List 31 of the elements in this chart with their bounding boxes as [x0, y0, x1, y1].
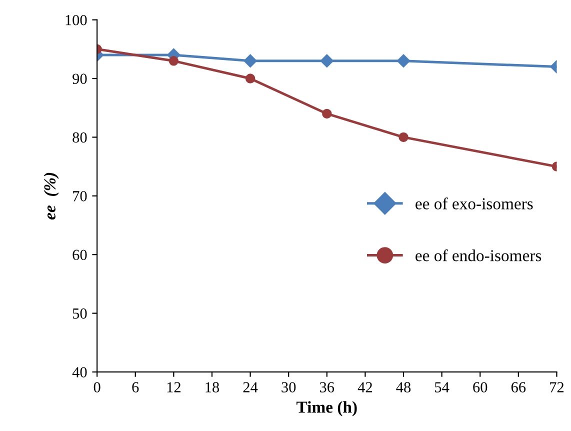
- x-tick-label: 24: [243, 382, 258, 392]
- x-tick-label: 60: [473, 382, 488, 392]
- x-tick-label: 0: [94, 382, 100, 392]
- y-tick-label: 80: [72, 132, 87, 143]
- x-tick-label: 6: [132, 382, 139, 392]
- x-tick-label: 42: [358, 382, 372, 392]
- legend-label: ee of exo-isomers: [416, 197, 533, 210]
- x-tick-label: 18: [206, 382, 220, 392]
- point: [398, 132, 408, 142]
- x-tick-label: 54: [435, 382, 450, 392]
- x-axis-title: Time (h): [296, 401, 357, 416]
- y-axis-title: ee (%): [44, 172, 59, 220]
- x-tick-label: 12: [167, 382, 180, 392]
- point: [168, 56, 179, 66]
- y-tick-label: 60: [72, 250, 87, 260]
- point: [322, 108, 332, 119]
- point: [320, 54, 334, 68]
- y-tick-label: 70: [73, 191, 87, 202]
- point: [245, 74, 256, 84]
- x-tick-label: 36: [320, 382, 334, 392]
- y-tick-label: 50: [72, 308, 87, 319]
- x-tick-label: 30: [282, 382, 296, 392]
- legend-label: ee of endo-isomers: [416, 249, 542, 262]
- y-tick-label: 40: [72, 367, 87, 378]
- x-tick-label: 72: [550, 382, 564, 392]
- x-tick-label: 48: [396, 382, 411, 392]
- x-tick-label: 66: [511, 382, 526, 392]
- point: [244, 54, 257, 68]
- y-tick-label: 100: [66, 14, 87, 26]
- y-tick-label: 90: [72, 74, 87, 84]
- point: [396, 54, 410, 68]
